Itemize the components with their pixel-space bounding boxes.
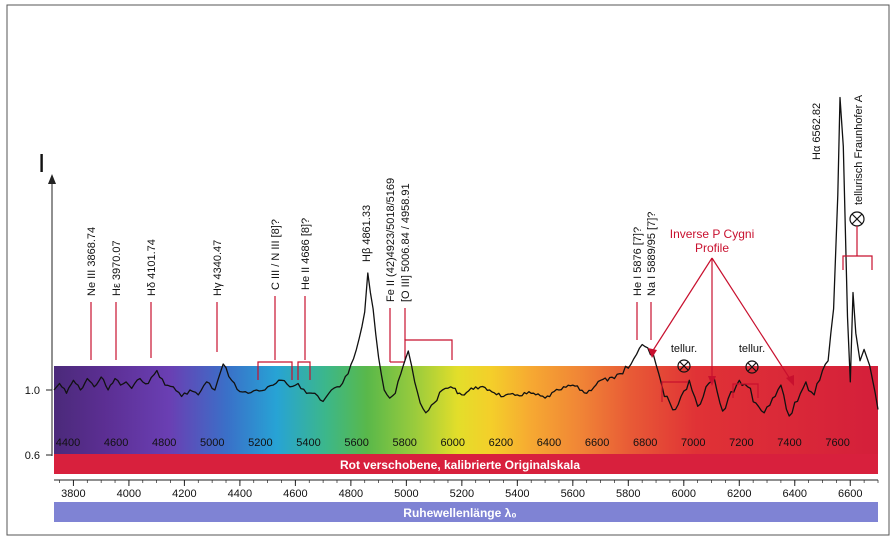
emission-line-label: Hδ 4101.74: [146, 239, 158, 296]
multiplet-bracket: [297, 361, 311, 380]
line-label-group: Hα 6562.82: [811, 103, 823, 160]
redshift-tick-label: 7200: [729, 437, 753, 449]
rest-tick-label: 4000: [117, 488, 141, 500]
inverse-p-cygni-label: Inverse P Cygni: [670, 227, 755, 241]
redshift-tick-label: 7000: [681, 437, 705, 449]
redshifted-scale-bar: [54, 454, 878, 474]
y-axis-symbol: I: [38, 148, 45, 178]
line-label-group: Hβ 4861.33: [361, 205, 373, 262]
rest-tick-label: 5000: [394, 488, 418, 500]
rest-tick-label: 3800: [61, 488, 85, 500]
redshift-tick-label: 4800: [152, 437, 176, 449]
inverse-p-cygni-label-line2: Profile: [695, 241, 729, 255]
emission-line-label: Fe II (42)4923/5018/5169: [385, 178, 397, 302]
emission-line-label: Ne III 3868.74: [86, 227, 98, 296]
line-label-group: tellurisch Fraunhofer A: [853, 94, 865, 205]
telluric-marker-1: tellur.: [661, 343, 697, 402]
line-label-group: Fe II (42)4923/5018/5169: [385, 178, 397, 362]
emission-line-label: He II 4686 [8]?: [300, 218, 312, 290]
redshift-tick-label: 6800: [633, 437, 657, 449]
inverse-p-cygni-annotation: Inverse P Cygni Profile: [648, 227, 794, 386]
redshift-tick-label: 5000: [200, 437, 224, 449]
redshift-tick-label: 5800: [392, 437, 416, 449]
rest-tick-label: 6200: [727, 488, 751, 500]
redshift-tick-label: 6600: [585, 437, 609, 449]
line-label-group: Hγ 4340.47: [212, 240, 224, 352]
y-tick-label: 0.6: [25, 450, 40, 462]
redshift-tick-label: 7600: [825, 437, 849, 449]
line-label-group: [O III] 5006.84 / 4958.91: [400, 183, 412, 340]
emission-line-label: Hβ 4861.33: [361, 205, 373, 262]
redshift-tick-label: 7400: [777, 437, 801, 449]
rest-tick-label: 5400: [505, 488, 529, 500]
telluric-fraunhofer-marker: [842, 211, 873, 270]
telluric-label-2: tellur.: [739, 343, 765, 355]
rest-tick-label: 4800: [339, 488, 363, 500]
spectrum-series-line: [53, 96, 879, 417]
y-axis-arrow: [48, 174, 56, 184]
rest-tick-label: 6400: [783, 488, 807, 500]
multiplet-bracket: [257, 361, 293, 380]
redshift-tick-label: 6000: [441, 437, 465, 449]
redshift-tick-label: 5600: [344, 437, 368, 449]
redshifted-scale-title: Rot verschobene, kalibrierte Originalska…: [340, 458, 580, 472]
emission-line-label: Na I 5889/95 [7]?: [646, 212, 658, 296]
rest-tick-label: 5800: [616, 488, 640, 500]
emission-line-label: tellurisch Fraunhofer A: [853, 94, 865, 205]
rest-tick-label: 4600: [283, 488, 307, 500]
redshift-tick-label: 4600: [104, 437, 128, 449]
rest-tick-label: 5200: [450, 488, 474, 500]
emission-line-label: Hα 6562.82: [811, 103, 823, 160]
line-label-group: Ne III 3868.74: [86, 227, 98, 360]
emission-line-label: He I 5876 [7]?: [632, 227, 644, 296]
line-label-group: Hδ 4101.74: [146, 239, 158, 358]
line-label-group: Hε 3970.07: [111, 240, 123, 360]
redshift-tick-label: 5200: [248, 437, 272, 449]
rest-scale-bar: [54, 502, 878, 522]
emission-line-label: [O III] 5006.84 / 4958.91: [400, 183, 412, 302]
rest-tick-label: 6000: [672, 488, 696, 500]
spectrum-color-band: [54, 366, 878, 454]
line-label-group: C III / N III [8]?: [270, 219, 282, 360]
redshift-tick-label: 5400: [296, 437, 320, 449]
emission-line-label: Hγ 4340.47: [212, 240, 224, 296]
emission-line-label: C III / N III [8]?: [270, 219, 282, 290]
rest-scale-title: Ruhewellenlänge λ₀: [403, 506, 516, 520]
line-label-group: He I 5876 [7]?: [632, 227, 644, 340]
rest-tick-label: 4200: [172, 488, 196, 500]
telluric-marker-2: tellur.: [732, 343, 765, 398]
rest-tick-label: 5600: [561, 488, 585, 500]
emission-line-label: Hε 3970.07: [111, 240, 123, 296]
multiplet-bracket: [404, 339, 453, 360]
redshift-tick-label: 4400: [56, 437, 80, 449]
rest-tick-label: 6600: [838, 488, 862, 500]
redshift-tick-label: 6200: [489, 437, 513, 449]
line-label-group: He II 4686 [8]?: [300, 218, 312, 360]
rest-tick-label: 4400: [228, 488, 252, 500]
telluric-label-1: tellur.: [671, 343, 697, 355]
line-label-group: Na I 5889/95 [7]?: [646, 212, 658, 340]
y-tick-label: 1.0: [25, 385, 40, 397]
redshift-tick-label: 6400: [537, 437, 561, 449]
